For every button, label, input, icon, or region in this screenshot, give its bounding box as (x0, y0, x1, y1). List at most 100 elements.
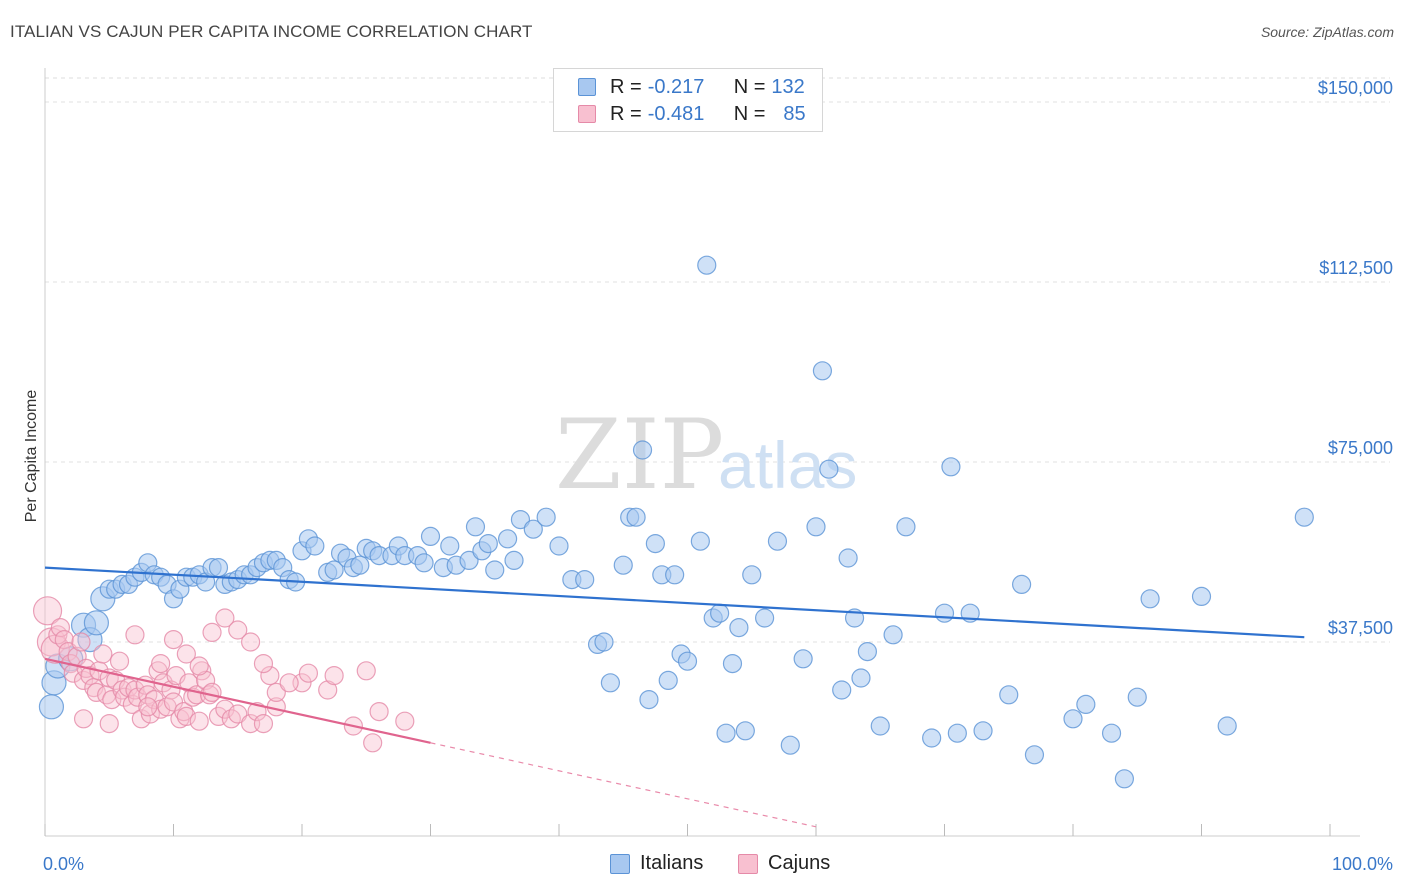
data-point-italians (806, 517, 826, 537)
y-tick-label: $112,500 (1319, 258, 1393, 278)
data-point-cajuns (148, 661, 168, 681)
data-point-italians (465, 517, 486, 537)
data-point-italians (819, 459, 839, 479)
data-point-cajuns (73, 709, 94, 729)
data-point-italians (1127, 687, 1147, 707)
data-point-italians (838, 548, 858, 568)
data-point-italians (742, 565, 762, 585)
data-point-italians (1076, 694, 1096, 715)
legend-swatch-italians (578, 78, 596, 96)
chart-title: ITALIAN VS CAJUN PER CAPITA INCOME CORRE… (10, 22, 533, 41)
data-point-italians (1101, 723, 1122, 743)
data-point-italians (613, 555, 633, 575)
data-point-italians (722, 653, 743, 674)
legend-n-value: 85 (783, 102, 806, 125)
legend-r-label: R = (610, 75, 642, 98)
trend-line-cajuns (44, 657, 431, 744)
data-point-italians (510, 509, 531, 530)
gridlines (45, 77, 1390, 643)
data-point-italians (38, 694, 65, 720)
series-name-italians: Italians (640, 852, 704, 874)
data-point-cajuns (93, 644, 113, 664)
data-point-cajuns (298, 663, 319, 683)
data-point-italians (697, 255, 717, 275)
data-point-cajuns (151, 653, 171, 674)
data-point-italians (83, 610, 110, 636)
trend-line-italians (44, 566, 1305, 639)
data-point-cajuns (324, 665, 344, 686)
y-tick-label: $150,000 (1318, 78, 1393, 98)
data-point-italians (575, 569, 595, 590)
y-tick-label: $37,500 (1328, 618, 1393, 638)
data-point-cajuns (179, 673, 199, 693)
data-point-italians (1217, 716, 1237, 736)
data-point-italians (999, 685, 1019, 705)
data-point-italians (767, 531, 788, 551)
data-point-cajuns (58, 641, 78, 662)
data-point-italians (208, 557, 229, 578)
y-tick-label: $75,000 (1328, 438, 1393, 458)
data-point-italians (478, 533, 498, 554)
series-name-cajuns: Cajuns (768, 852, 831, 874)
series-legend-cajuns[interactable]: Cajuns (738, 852, 830, 875)
data-point-italians (883, 625, 903, 645)
data-point-italians (754, 608, 775, 628)
data-point-italians (851, 668, 871, 688)
data-point-cajuns (215, 608, 235, 628)
data-point-italians (324, 560, 344, 580)
data-point-italians (1011, 574, 1032, 595)
legend-row-cajuns: R = -0.481 N = 85 (578, 101, 806, 127)
data-point-italians (440, 536, 460, 556)
data-point-cajuns (189, 711, 209, 731)
data-point-italians (947, 723, 967, 743)
data-point-italians (735, 721, 755, 741)
legend-r-label: R = (610, 102, 642, 125)
correlation-legend: R = -0.217 N = 132 R = -0.481 N = 85 (553, 68, 823, 132)
data-point-italians (658, 670, 678, 691)
data-point-cajuns (189, 656, 209, 676)
data-point-italians (485, 560, 505, 580)
trend-line-extension-cajuns (430, 742, 817, 828)
legend-r-value: -0.217 (647, 75, 705, 98)
data-point-cajuns (163, 629, 184, 650)
data-point-italians (632, 440, 653, 460)
data-point-italians (729, 617, 749, 638)
data-point-italians (594, 632, 614, 652)
data-point-italians (716, 723, 736, 743)
data-point-italians (1294, 507, 1314, 527)
data-point-cajuns (253, 713, 274, 734)
data-point-italians (414, 553, 434, 573)
series-swatch-italians (610, 853, 630, 874)
data-point-italians (498, 529, 518, 549)
data-point-italians (896, 517, 916, 537)
data-point-italians (1191, 586, 1212, 607)
data-point-italians (922, 728, 942, 748)
data-point-italians (677, 651, 698, 671)
data-point-cajuns (176, 644, 196, 664)
data-point-italians (1063, 709, 1083, 729)
data-point-italians (1114, 769, 1135, 789)
data-point-cajuns (228, 620, 248, 640)
data-point-cajuns (71, 632, 91, 652)
data-point-cajuns (363, 733, 383, 753)
data-point-cajuns (176, 706, 196, 727)
legend-n-value: 132 (771, 75, 805, 98)
legend-swatch-cajuns (578, 105, 596, 123)
data-point-italians (832, 680, 852, 700)
series-legend-italians[interactable]: Italians (610, 852, 703, 875)
data-point-italians (857, 641, 878, 662)
data-point-cajuns (202, 622, 222, 643)
data-point-cajuns (279, 673, 299, 693)
data-point-italians (665, 565, 685, 585)
data-point-italians (1140, 589, 1160, 609)
data-point-italians (812, 361, 833, 381)
legend-n-label: N = (733, 75, 766, 98)
data-point-cajuns (356, 661, 376, 681)
data-point-italians (305, 536, 325, 556)
series-swatch-cajuns (738, 853, 758, 874)
data-point-italians (549, 536, 569, 556)
data-point-italians (639, 689, 659, 710)
data-point-italians (626, 507, 646, 527)
data-point-cajuns (395, 711, 415, 731)
legend-n-label: N = (733, 102, 766, 125)
